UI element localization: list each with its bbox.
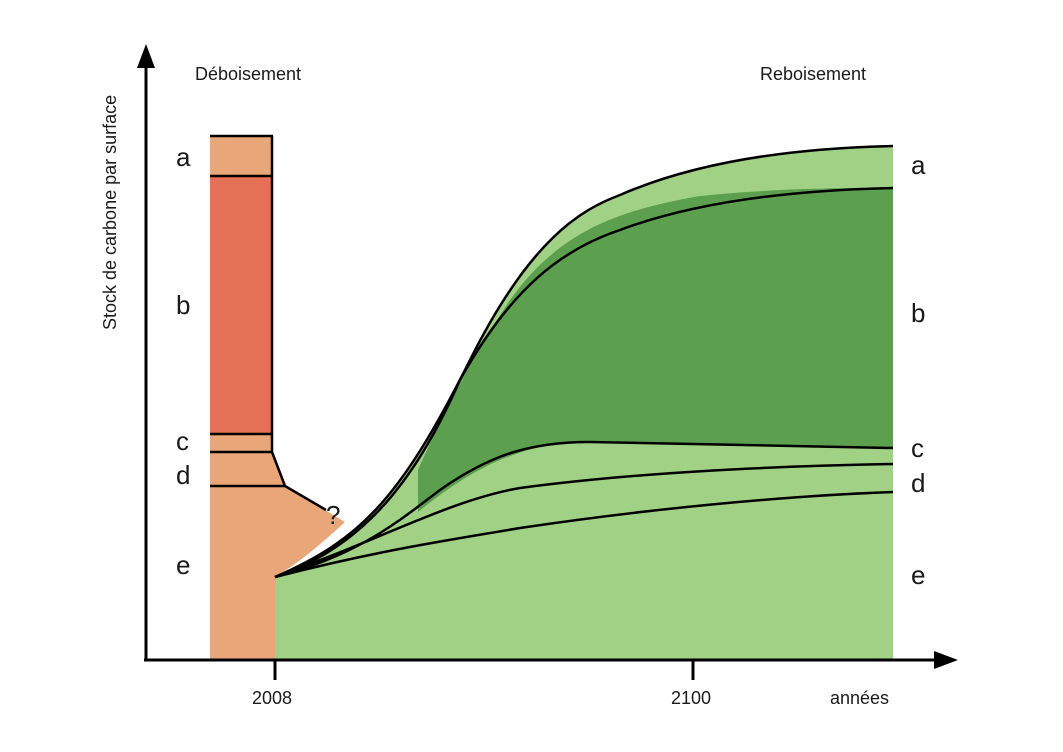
- axes: [137, 44, 958, 680]
- left-label-e: e: [176, 550, 191, 580]
- left-label-a: a: [176, 142, 191, 172]
- deforestation-column: [210, 134, 345, 660]
- layer-a-deforest: [210, 136, 272, 176]
- x-axis-arrow-icon: [934, 651, 958, 669]
- layer-b-reforest: [418, 188, 893, 512]
- left-label-c: c: [176, 426, 189, 456]
- left-label-d: d: [176, 460, 191, 490]
- y-axis-arrow-icon: [137, 44, 155, 68]
- right-label-e: e: [911, 560, 926, 590]
- layer-e-deforest: [210, 486, 345, 660]
- layer-d-deforest: [210, 452, 272, 486]
- right-label-c: c: [911, 433, 924, 463]
- reforestation-area: [274, 144, 894, 660]
- layer-b-deforest: [210, 176, 272, 434]
- left-title: Déboisement: [195, 64, 302, 84]
- x-tick-label-2100: 2100: [671, 688, 712, 708]
- y-axis-label: Stock de carbone par surface: [100, 94, 120, 330]
- left-label-b: b: [176, 290, 191, 320]
- x-tick-label-2008: 2008: [252, 688, 293, 708]
- right-label-d: d: [911, 468, 926, 498]
- layer-c-deforest: [210, 434, 272, 452]
- right-label-a: a: [911, 150, 926, 180]
- right-label-b: b: [911, 298, 926, 328]
- right-title: Reboisement: [760, 64, 867, 84]
- x-axis-label: années: [830, 688, 890, 708]
- question-mark: ?: [326, 500, 341, 530]
